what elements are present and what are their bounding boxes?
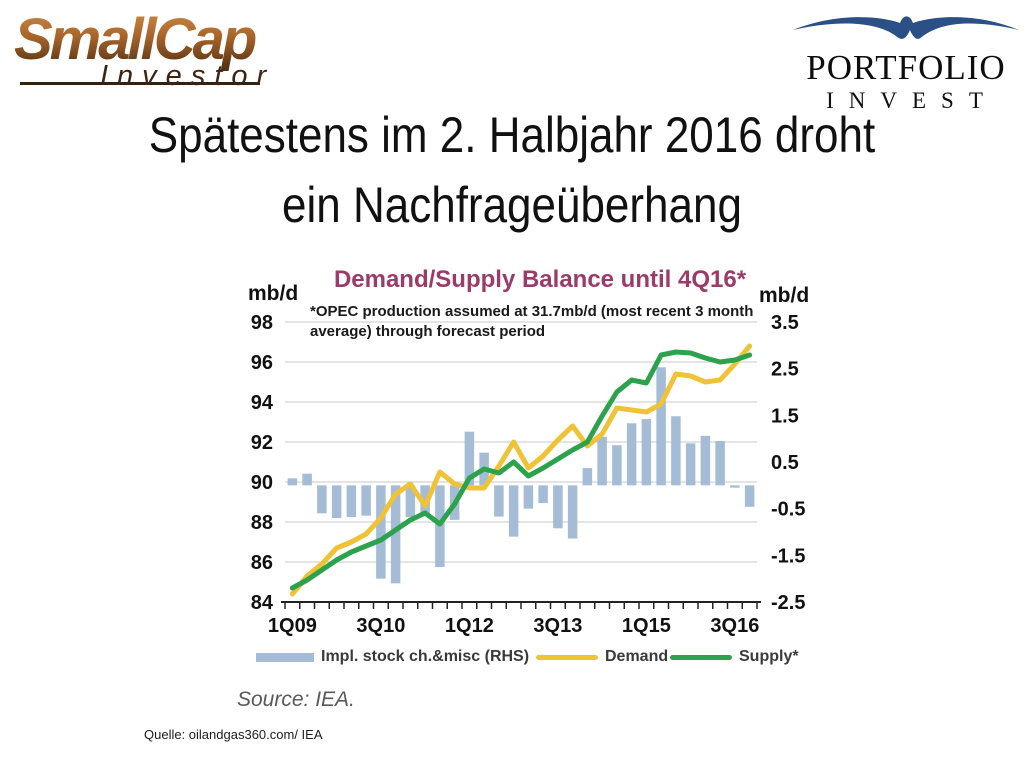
x-axis-label: 1Q15 <box>622 615 671 637</box>
bar <box>346 485 357 518</box>
smallcap-logo-word: SmallCap <box>14 6 314 73</box>
supply-line <box>289 349 753 591</box>
bar <box>715 441 725 486</box>
left-axis-tick-label: 88 <box>251 512 273 534</box>
bar <box>523 485 534 509</box>
bar <box>700 435 711 486</box>
portfolio-invest-logo: PORTFOLIO INVEST <box>792 4 1020 114</box>
x-axis-label: 3Q10 <box>356 615 405 637</box>
bar <box>612 445 622 486</box>
legend-item-stock-change: Impl. stock ch.&misc (RHS) <box>256 648 529 666</box>
bar <box>361 485 371 516</box>
right-axis-unit-label: mb/d <box>759 284 810 307</box>
smallcap-logo-sub: Investor <box>100 60 276 92</box>
bar <box>744 485 755 507</box>
right-axis-tick-label: -0.5 <box>771 499 805 521</box>
portfolio-logo-name: PORTFOLIO <box>806 48 1006 87</box>
right-axis-tick-label: 1.5 <box>771 405 799 427</box>
chart-footnote-line2: average) through forecast period <box>310 322 546 340</box>
right-axis-tick-label: -1.5 <box>771 545 805 567</box>
legend-label-supply: Supply* <box>739 648 799 665</box>
bar <box>730 485 740 488</box>
bar <box>317 485 327 514</box>
bar <box>671 416 681 486</box>
portfolio-logo-sub: INVEST <box>826 88 998 113</box>
demand-line <box>289 343 753 597</box>
bar <box>405 485 416 518</box>
bar <box>331 485 342 518</box>
chart-footnote-line1: *OPEC production assumed at 31.7mb/d (mo… <box>310 303 754 320</box>
x-axis-label: 3Q16 <box>710 615 759 637</box>
x-axis-label: 1Q12 <box>445 615 494 637</box>
left-axis-tick-label: 86 <box>251 552 273 574</box>
page-title: Spätestens im 2. Halbjahr 2016 droht ein… <box>61 100 962 240</box>
legend-label-demand: Demand <box>605 648 669 665</box>
bar <box>464 431 475 486</box>
bar <box>685 443 696 486</box>
right-axis-tick-label: 2.5 <box>771 359 799 381</box>
left-axis-tick-label: 84 <box>251 592 274 614</box>
bar <box>641 419 652 486</box>
bird-icon <box>792 16 1020 39</box>
chart-area: 98 96 94 92 90 88 86 84 3.5 2.5 1.5 0.5 -0.5 -1.5 -2.5… <box>215 252 840 692</box>
bar <box>626 423 637 486</box>
chart-title: Demand/Supply Balance until 4Q16* <box>333 266 747 293</box>
left-axis-tick-label: 90 <box>251 472 273 494</box>
supply-swatch <box>670 654 732 660</box>
smallcap-logo-rule <box>20 82 260 85</box>
left-axis-unit-label: mb/d <box>248 282 299 305</box>
bar <box>508 485 519 537</box>
bar <box>553 485 563 529</box>
slide-source-note: Quelle: oilandgas360.com/ IEA <box>144 727 323 742</box>
left-axis-tick-label: 96 <box>251 352 273 374</box>
bar <box>582 468 593 486</box>
left-axis-tick-label: 94 <box>251 392 274 414</box>
bar <box>538 485 548 504</box>
bar <box>287 478 298 486</box>
bar <box>656 367 666 486</box>
legend-item-supply: Supply* <box>670 648 799 666</box>
legend-item-demand: Demand <box>536 648 668 666</box>
bar <box>494 485 504 517</box>
page-title-line2: ein Nachfrageüberhang <box>282 177 742 233</box>
bar <box>376 485 386 579</box>
chart-source-note: Source: IEA. <box>237 688 355 711</box>
x-axis-label: 3Q13 <box>533 615 582 637</box>
demand-supply-chart: 98 96 94 92 90 88 86 84 3.5 2.5 1.5 0.5 -0.5 -1.5 -2.5… <box>251 312 806 637</box>
page-title-line1: Spätestens im 2. Halbjahr 2016 droht <box>148 107 876 163</box>
chart-footnote: *OPEC production assumed at 31.7mb/d (mo… <box>310 302 770 341</box>
left-axis-tick-label: 92 <box>251 432 273 454</box>
bar <box>302 473 312 486</box>
left-axis-tick-label: 98 <box>251 312 273 334</box>
demand-swatch <box>536 654 598 660</box>
bar <box>597 436 607 486</box>
right-axis-tick-label: 0.5 <box>771 452 799 474</box>
right-axis-tick-label: 3.5 <box>771 312 799 334</box>
right-axis-tick-label: -2.5 <box>771 592 805 614</box>
x-axis-label: 1Q09 <box>268 615 317 637</box>
bar <box>390 485 401 584</box>
bar <box>567 485 578 539</box>
smallcap-investor-logo: SmallCap Investor <box>14 6 314 110</box>
legend-label-stock-change: Impl. stock ch.&misc (RHS) <box>321 648 530 665</box>
stock-change-swatch <box>256 652 314 662</box>
